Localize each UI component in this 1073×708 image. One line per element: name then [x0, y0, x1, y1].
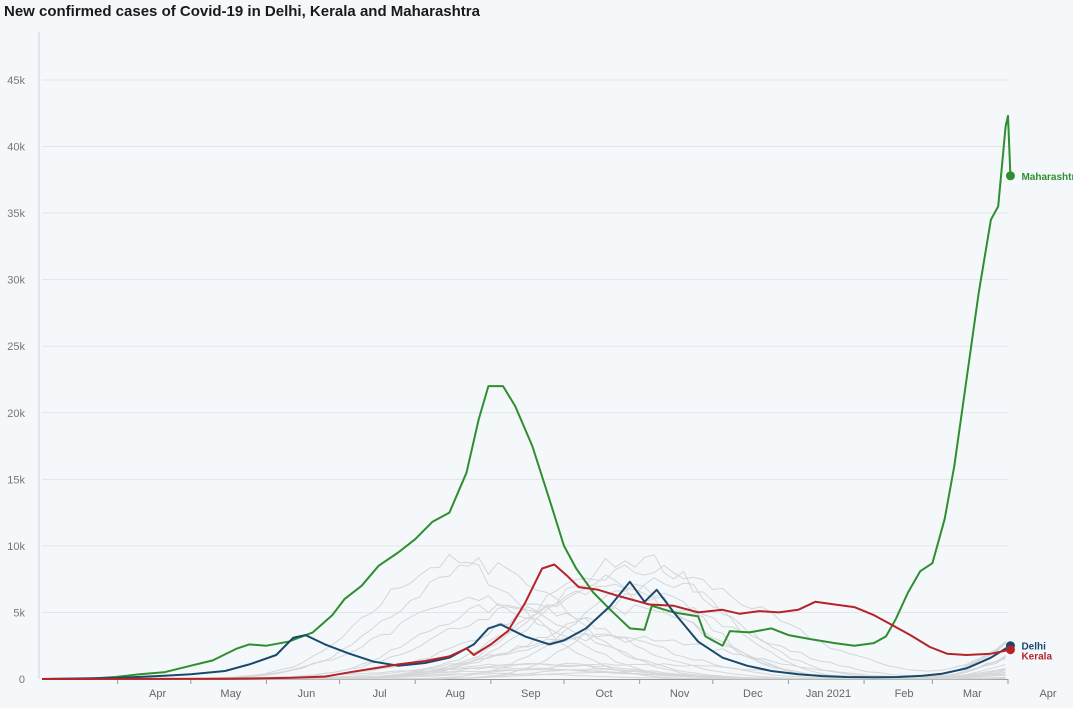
other-state-line	[117, 556, 1006, 680]
y-tick-label: 15k	[7, 474, 25, 486]
x-tick-label: Jul	[373, 688, 387, 700]
kerala-end-marker	[1005, 645, 1015, 655]
y-tick-label: 10k	[7, 541, 25, 553]
y-tick-label: 5k	[13, 607, 25, 619]
y-tick-label: 45k	[7, 75, 25, 87]
maharashtra-end-marker	[1005, 171, 1015, 181]
x-tick-label: Mar	[963, 688, 982, 700]
x-tick-label: Apr	[1039, 688, 1056, 700]
y-tick-label: 35k	[7, 208, 25, 220]
x-tick-label: May	[220, 688, 241, 700]
gridlines	[42, 79, 1008, 613]
y-tick-label: 30k	[7, 275, 25, 287]
x-tick-label: Dec	[743, 688, 763, 700]
x-tick-label: Feb	[895, 688, 914, 700]
x-tick-label: Apr	[149, 688, 166, 700]
y-tick-label: 25k	[7, 341, 25, 353]
kerala-line	[41, 563, 1011, 680]
other-state-line	[117, 564, 1006, 680]
x-tick-label: Nov	[670, 688, 690, 700]
x-tick-label: Jan 2021	[806, 688, 851, 700]
background-state-lines	[117, 553, 1006, 680]
x-tick-label: Sep	[521, 688, 541, 700]
y-tick-label: 40k	[7, 142, 25, 154]
delhi-label: Delhi	[1021, 642, 1046, 653]
x-tick-label: Jun	[298, 688, 316, 700]
series-lines	[41, 114, 1015, 680]
kerala-label: Kerala	[1021, 652, 1052, 663]
chart-title: New confirmed cases of Covid-19 in Delhi…	[4, 3, 480, 20]
maharashtra-label: Maharashtra	[1021, 172, 1073, 183]
x-tick-label: Oct	[595, 688, 612, 700]
maharashtra-line	[41, 114, 1012, 680]
y-tick-label: 20k	[7, 408, 25, 420]
y-tick-label: 0	[19, 674, 25, 686]
delhi-line	[41, 580, 1011, 680]
x-tick-label: Aug	[445, 688, 465, 700]
axes: 0 5k 10k 15k 20k 25k 30k 35k 40k 45k Apr May Jun Jul A…	[7, 32, 1057, 700]
